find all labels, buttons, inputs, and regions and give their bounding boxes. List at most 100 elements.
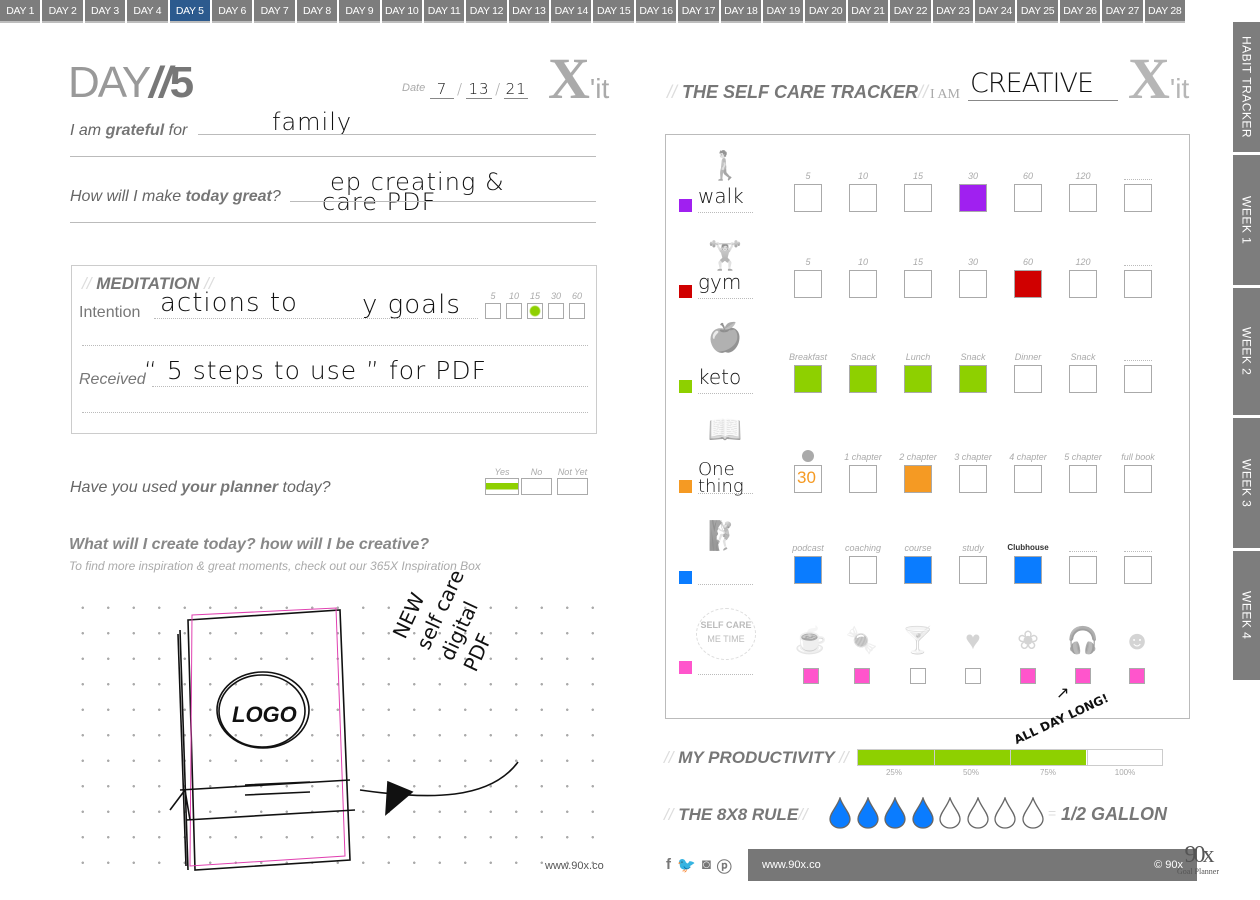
habit-checkbox[interactable] (1124, 556, 1152, 584)
tab-day-24[interactable]: DAY 24 (974, 0, 1016, 23)
habit-checkbox[interactable] (849, 184, 877, 212)
habit-checkbox[interactable] (1014, 556, 1042, 584)
habit-checkbox[interactable] (959, 184, 987, 212)
meditation-time-5-checkbox[interactable] (485, 303, 501, 319)
water-drop-icon[interactable] (856, 795, 879, 829)
habit-checkbox[interactable] (1014, 270, 1042, 298)
tab-day-1[interactable]: DAY 1 (0, 0, 41, 23)
habit-checkbox[interactable] (1069, 556, 1097, 584)
row-label[interactable]: keto (698, 365, 742, 389)
tab-day-21[interactable]: DAY 21 (847, 0, 889, 23)
habit-checkbox[interactable] (1069, 365, 1097, 393)
water-drop-icon[interactable] (884, 795, 906, 829)
habit-checkbox[interactable] (1124, 270, 1152, 298)
tab-day-22[interactable]: DAY 22 (890, 0, 931, 23)
habit-checkbox[interactable] (959, 365, 987, 393)
twitter-icon[interactable]: 🐦 (677, 857, 696, 874)
self-care-checkbox[interactable] (965, 668, 981, 684)
meditation-time-60-checkbox[interactable] (569, 303, 585, 319)
planner-no-checkbox[interactable] (521, 478, 552, 495)
planner-yes-checkbox[interactable] (485, 478, 519, 495)
self-care-checkbox[interactable] (1129, 668, 1145, 684)
habit-checkbox[interactable] (959, 556, 987, 584)
self-care-checkbox[interactable] (1020, 668, 1036, 684)
tab-day-7[interactable]: DAY 7 (254, 0, 295, 23)
tab-day-4[interactable]: DAY 4 (127, 0, 168, 23)
water-drop-icon[interactable] (994, 795, 1016, 829)
habit-checkbox[interactable] (1069, 465, 1097, 493)
tab-day-25[interactable]: DAY 25 (1017, 0, 1058, 23)
water-drop-icon[interactable] (966, 795, 989, 829)
tab-day-27[interactable]: DAY 27 (1102, 0, 1143, 23)
water-drop-icon[interactable] (829, 795, 851, 829)
row-label[interactable]: walk (698, 184, 744, 208)
i-am-value[interactable]: CREATIVE (970, 68, 1094, 99)
habit-checkbox[interactable] (794, 270, 822, 298)
grateful-value[interactable]: family (272, 108, 353, 136)
self-care-checkbox[interactable] (854, 668, 870, 684)
habit-checkbox[interactable] (959, 270, 987, 298)
side-tab-week-4[interactable]: WEEK 4 (1233, 551, 1260, 680)
self-care-checkbox[interactable] (910, 668, 926, 684)
habit-checkbox[interactable] (904, 270, 932, 298)
self-care-checkbox[interactable] (1075, 668, 1091, 684)
habit-checkbox[interactable] (1014, 184, 1042, 212)
habit-checkbox[interactable] (904, 465, 932, 493)
habit-checkbox[interactable] (1014, 365, 1042, 393)
tab-day-23[interactable]: DAY 23 (932, 0, 973, 23)
self-care-checkbox[interactable] (803, 668, 819, 684)
habit-checkbox[interactable] (794, 556, 822, 584)
habit-checkbox[interactable] (794, 365, 822, 393)
tab-day-11[interactable]: DAY 11 (423, 0, 465, 23)
side-tab-week-2[interactable]: WEEK 2 (1233, 288, 1260, 415)
left-website[interactable]: www.90x.co (545, 860, 604, 872)
habit-checkbox[interactable] (1124, 184, 1152, 212)
tab-day-20[interactable]: DAY 20 (805, 0, 846, 23)
tab-day-2[interactable]: DAY 2 (42, 0, 83, 23)
tab-day-13[interactable]: DAY 13 (508, 0, 550, 23)
habit-checkbox[interactable] (1069, 270, 1097, 298)
habit-checkbox[interactable] (904, 184, 932, 212)
tab-day-16[interactable]: DAY 16 (635, 0, 677, 23)
habit-checkbox[interactable] (959, 465, 987, 493)
water-drop-icon[interactable] (1021, 795, 1044, 829)
meditation-time-10-checkbox[interactable] (506, 303, 522, 319)
meditation-time-30-checkbox[interactable] (548, 303, 564, 319)
meditation-time-15-checkbox[interactable] (527, 303, 543, 319)
side-tab-habit-tracker[interactable]: HABIT TRACKER (1233, 22, 1260, 152)
dot-grid-canvas[interactable] (70, 595, 600, 870)
tab-day-26[interactable]: DAY 26 (1059, 0, 1101, 23)
tab-day-28[interactable]: DAY 28 (1144, 0, 1185, 23)
habit-checkbox[interactable] (849, 556, 877, 584)
habit-checkbox[interactable] (849, 270, 877, 298)
water-drop-icon[interactable] (939, 795, 961, 829)
habit-checkbox[interactable] (904, 365, 932, 393)
habit-checkbox[interactable] (1014, 465, 1042, 493)
habit-checkbox[interactable] (1069, 184, 1097, 212)
side-tab-week-3[interactable]: WEEK 3 (1233, 418, 1260, 548)
facebook-icon[interactable]: f (666, 856, 671, 873)
tab-day-9[interactable]: DAY 9 (339, 0, 380, 23)
water-drop-icon[interactable] (911, 795, 934, 829)
habit-checkbox[interactable] (1124, 365, 1152, 393)
habit-checkbox[interactable] (849, 365, 877, 393)
received-value[interactable]: “ 5 steps to use ” for PDF (144, 356, 487, 385)
footer-website[interactable]: www.90x.co (762, 859, 821, 871)
row-label[interactable]: One thing (698, 459, 744, 497)
tab-day-6[interactable]: DAY 6 (211, 0, 253, 23)
habit-checkbox[interactable] (794, 184, 822, 212)
habit-checkbox[interactable] (849, 465, 877, 493)
row-label[interactable]: gym (698, 270, 742, 294)
date-field[interactable]: 7/ 13/ 21 (430, 80, 529, 99)
tab-day-5[interactable]: DAY 5 (169, 0, 210, 23)
planner-not-yet-checkbox[interactable] (557, 478, 588, 495)
habit-checkbox[interactable] (1124, 465, 1152, 493)
tab-day-15[interactable]: DAY 15 (593, 0, 634, 23)
habit-checkbox[interactable] (904, 556, 932, 584)
tab-day-19[interactable]: DAY 19 (763, 0, 804, 23)
tab-day-8[interactable]: DAY 8 (296, 0, 338, 23)
tab-day-17[interactable]: DAY 17 (678, 0, 719, 23)
great-value[interactable]: ep creating & care PDF (322, 170, 505, 214)
tab-day-12[interactable]: DAY 12 (466, 0, 507, 23)
tab-day-18[interactable]: DAY 18 (720, 0, 762, 23)
